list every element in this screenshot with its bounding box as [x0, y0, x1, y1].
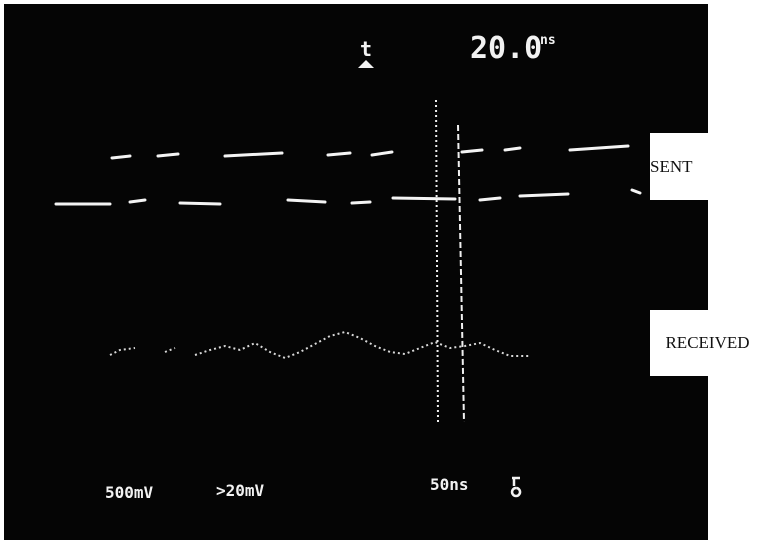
delta-value: 20.0 [470, 31, 542, 66]
timebase: 50ns [430, 475, 469, 494]
sent-label: SENT [650, 133, 710, 200]
received-label: RECEIVED [650, 310, 765, 376]
delta-unit: ns [540, 33, 556, 48]
screen-background [4, 4, 708, 540]
scope-screen: t 20.0 ns 500mV >20mV 50ns [0, 0, 765, 557]
channel-1-scale: 500mV [105, 483, 154, 502]
page: t 20.0 ns 500mV >20mV 50ns SENT RECEIVED [0, 0, 765, 557]
cursor-symbol: t [360, 37, 372, 61]
channel-2-scale: >20mV [216, 481, 265, 500]
